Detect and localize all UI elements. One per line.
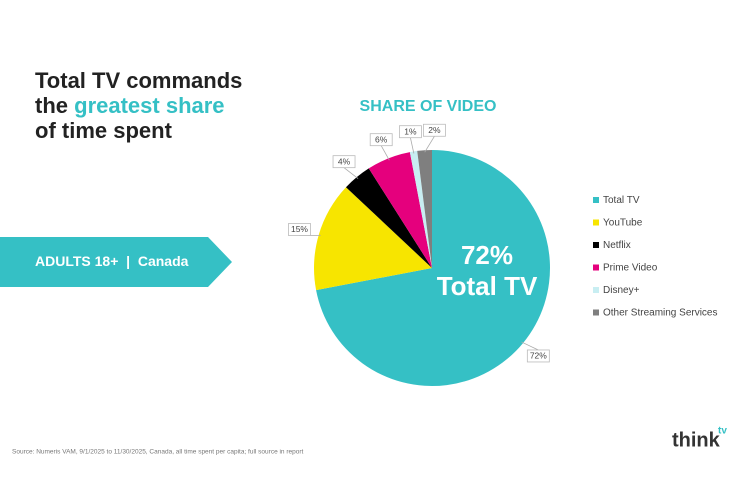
pie-slice [368, 152, 432, 268]
legend-swatch [593, 309, 599, 316]
data-label-box [399, 125, 422, 139]
leader-line [343, 167, 359, 179]
headline-line: Total TV commands [35, 68, 242, 93]
data-label-box [332, 155, 356, 169]
leader-line [424, 136, 435, 153]
pie-slice [316, 150, 550, 386]
leader-line [521, 341, 539, 351]
callout-label: Total TV [437, 271, 538, 301]
pie-slice [345, 168, 432, 268]
legend-label: Other Streaming Services [603, 308, 718, 319]
legend-label: YouTube [603, 218, 643, 229]
logo: think [672, 429, 721, 451]
separator: | [126, 253, 130, 269]
banner-shape [0, 237, 232, 287]
legend-swatch [593, 242, 599, 248]
headline-text: the [35, 93, 68, 118]
audience: ADULTS 18+ [35, 253, 118, 269]
legend-label: Prime Video [603, 263, 658, 274]
pie-slice [417, 150, 432, 268]
data-label: 15% [291, 224, 308, 234]
pie-slice [409, 150, 432, 268]
headline-highlight: greatest share [74, 93, 224, 118]
pie: 72% 15% 4% 6% 1% 2% [288, 123, 550, 386]
source-note: Source: Numeris VAM, 9/1/2025 to 11/30/2… [12, 449, 304, 456]
data-label-box [369, 133, 393, 147]
legend: Total TV YouTube Netflix Prime Video Disney+… [593, 195, 718, 319]
headline-line: the greatest share [35, 93, 225, 118]
legend-label: Disney+ [603, 285, 640, 296]
legend-swatch [593, 197, 599, 203]
data-label: 1% [404, 126, 417, 136]
banner-text: ADULTS 18+ | Canada [35, 253, 189, 269]
legend-label: Total TV [603, 195, 640, 206]
legend-swatch [593, 287, 599, 293]
chart-title: SHARE OF VIDEO [360, 98, 497, 115]
leader-line [410, 137, 415, 154]
data-label-box [423, 123, 446, 137]
logo-superscript: tv [718, 426, 727, 437]
pie-slice [314, 187, 432, 291]
region: Canada [138, 253, 189, 269]
data-label: 2% [428, 125, 441, 135]
leader-line [380, 145, 390, 161]
data-label: 72% [530, 351, 547, 361]
data-label-box [288, 223, 311, 236]
legend-swatch [593, 219, 599, 226]
headline-line: of time spent [35, 118, 173, 143]
data-label-box [526, 349, 550, 363]
callout-value: 72% [461, 240, 513, 270]
data-label: 6% [375, 134, 388, 144]
legend-swatch [593, 264, 599, 271]
data-label: 4% [338, 156, 351, 166]
legend-label: Netflix [603, 240, 631, 251]
